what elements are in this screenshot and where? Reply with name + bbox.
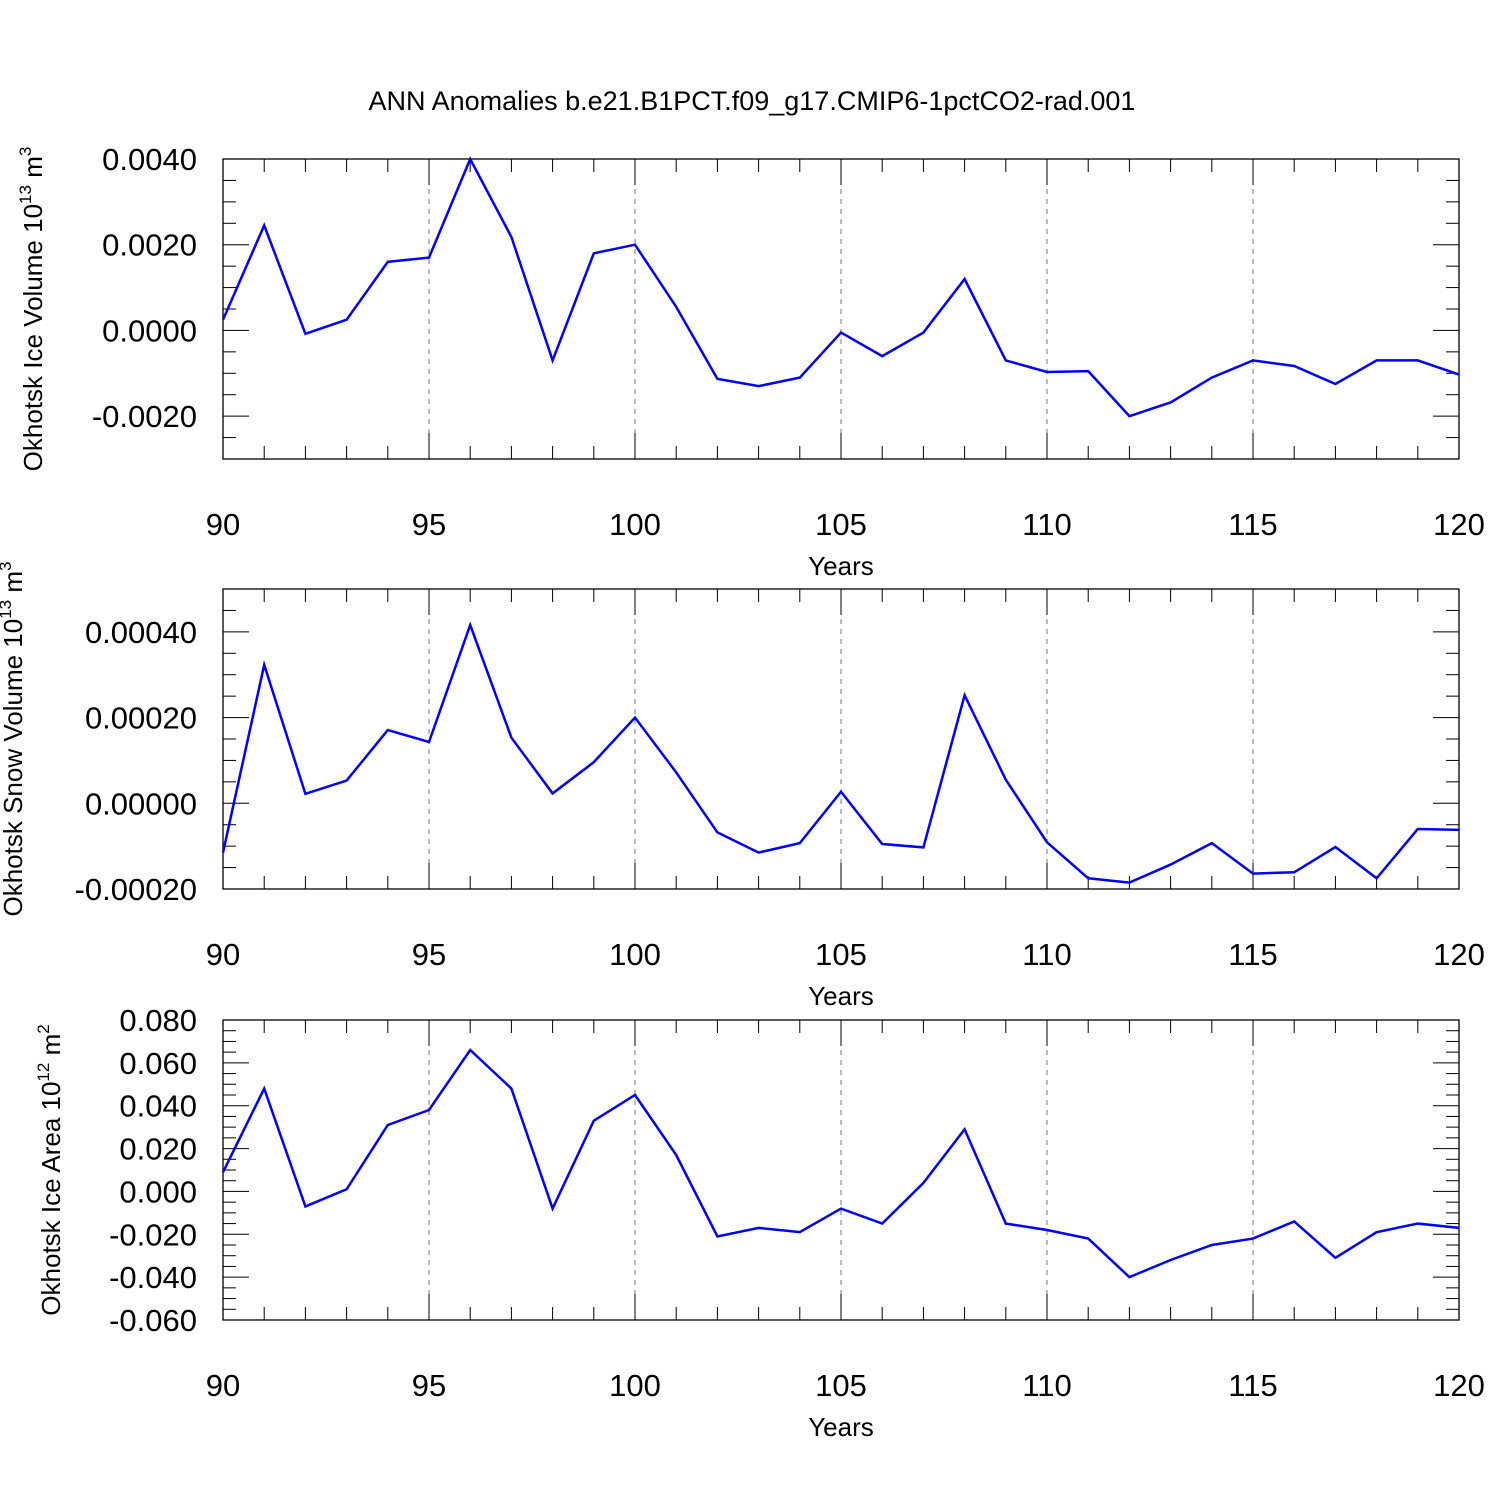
x-tick-label: 115 xyxy=(1228,507,1277,542)
x-tick-label: 90 xyxy=(206,507,240,542)
panel-3: 90 95 100 105 110 115 120 Years 0.080 0.060 0.040 0… xyxy=(34,1003,1485,1442)
x-tick-label: 95 xyxy=(412,937,446,972)
y-axis-label: Okhotsk Ice Area 1012 m2 xyxy=(34,1024,66,1315)
y-tick-label: 0.00040 xyxy=(85,615,197,650)
y-tick-label: 0.0000 xyxy=(102,313,197,348)
x-tick-label: 100 xyxy=(609,1368,661,1403)
chart-title: ANN Anomalies b.e21.B1PCT.f09_g17.CMIP6-… xyxy=(369,86,1136,116)
x-tick-label: 115 xyxy=(1228,1368,1277,1403)
x-tick-label: 120 xyxy=(1433,937,1485,972)
x-tick-label: 105 xyxy=(815,1368,867,1403)
y-tick-label: -0.0020 xyxy=(92,399,197,434)
y-tick-label: 0.060 xyxy=(119,1046,197,1081)
x-tick-label: 100 xyxy=(609,507,661,542)
y-tick-label: -0.00020 xyxy=(75,872,197,907)
y-tick-label: 0.080 xyxy=(119,1003,197,1038)
x-tick-label: 90 xyxy=(206,1368,240,1403)
x-tick-label: 110 xyxy=(1022,507,1071,542)
x-tick-label: 100 xyxy=(609,937,661,972)
x-tick-label: 95 xyxy=(412,1368,446,1403)
x-axis-label: Years xyxy=(808,1412,874,1442)
x-tick-label: 90 xyxy=(206,937,240,972)
y-tick-label: 0.000 xyxy=(119,1174,197,1209)
y-tick-label: -0.040 xyxy=(109,1260,197,1295)
y-tick-label: -0.060 xyxy=(109,1303,197,1338)
x-tick-label: 95 xyxy=(412,507,446,542)
y-tick-label: 0.040 xyxy=(119,1089,197,1124)
y-tick-label: 0.00000 xyxy=(85,786,197,821)
series-line xyxy=(221,156,1460,418)
y-tick-label: 0.00020 xyxy=(85,701,197,736)
y-tick-label: -0.020 xyxy=(109,1217,197,1252)
y-axis-label: Okhotsk Snow Volume 1013 m3 xyxy=(0,562,28,917)
x-tick-label: 120 xyxy=(1433,507,1485,542)
y-tick-label: 0.0040 xyxy=(102,142,197,177)
x-tick-label: 115 xyxy=(1228,937,1277,972)
y-tick-label: 0.020 xyxy=(119,1132,197,1167)
x-tick-label: 120 xyxy=(1433,1368,1485,1403)
y-axis-label: Okhotsk Ice Volume 1013 m3 xyxy=(16,147,48,472)
panel-1: 90 95 100 105 110 115 120 Years 0.0040 0.0020 0.00… xyxy=(16,142,1485,581)
y-tick-label: 0.0020 xyxy=(102,228,197,263)
series-line xyxy=(221,621,1460,884)
x-axis-label: Years xyxy=(808,551,874,581)
x-tick-label: 110 xyxy=(1022,1368,1071,1403)
x-tick-label: 110 xyxy=(1022,937,1071,972)
x-tick-label: 105 xyxy=(815,507,867,542)
panel-2: 90 95 100 105 110 115 120 Years 0.00040 0.00020 0.… xyxy=(0,562,1485,1012)
x-axis-label: Years xyxy=(808,981,874,1011)
x-tick-label: 105 xyxy=(815,937,867,972)
series-line xyxy=(221,1048,1460,1279)
